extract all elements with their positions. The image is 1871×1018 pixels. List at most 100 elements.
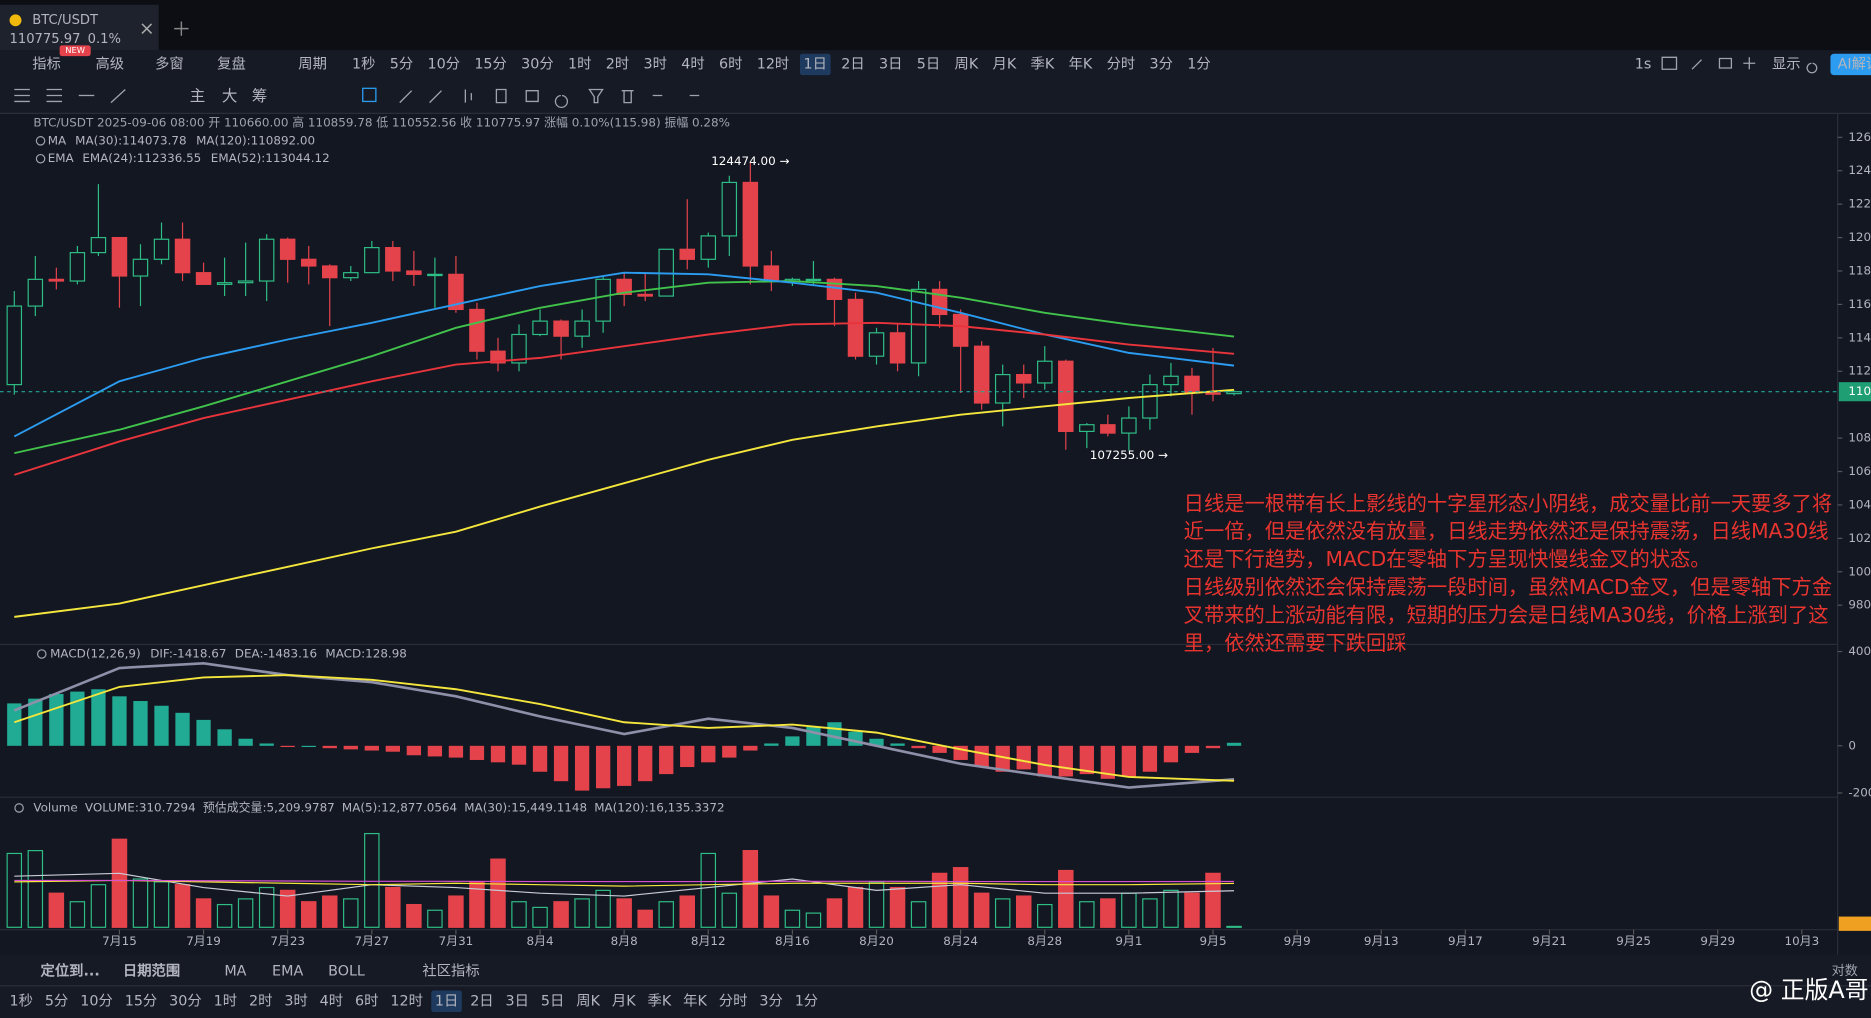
- tab-price: 110775.97: [10, 32, 81, 47]
- period-button[interactable]: 15分: [474, 55, 507, 72]
- period-button[interactable]: 1日: [435, 993, 458, 1009]
- period-button[interactable]: 2日: [470, 993, 493, 1009]
- macd-bar: [427, 745, 443, 757]
- macd-bar: [301, 745, 316, 748]
- menu-item[interactable]: 复盘: [217, 54, 246, 72]
- period-button[interactable]: 周K: [576, 993, 600, 1009]
- macd-bar: [659, 745, 674, 775]
- legend-entry: EMA(52):113044.12: [211, 151, 330, 165]
- macd-bar: [91, 689, 106, 746]
- bottom-tool[interactable]: BOLL: [328, 963, 365, 979]
- period-button[interactable]: 月K: [993, 56, 1017, 72]
- period-button[interactable]: 30分: [169, 992, 202, 1009]
- period-button[interactable]: 1时: [568, 55, 591, 72]
- candle-body: [343, 272, 359, 279]
- period-button[interactable]: 3时: [284, 992, 307, 1009]
- bottom-tool[interactable]: 定位到...: [41, 961, 100, 979]
- y-tick-label: 112000: [1848, 364, 1871, 378]
- period-button[interactable]: 分时: [1107, 55, 1136, 72]
- period-button[interactable]: 分时: [719, 992, 748, 1009]
- period-button[interactable]: 3分: [1150, 55, 1173, 72]
- scale-mode[interactable]: 对数: [1832, 963, 1858, 979]
- period-button[interactable]: 5分: [45, 992, 68, 1009]
- period-button[interactable]: 4时: [681, 55, 704, 72]
- period-button[interactable]: 1秒: [10, 992, 33, 1009]
- icon[interactable]: [46, 88, 63, 103]
- period-button[interactable]: 12时: [390, 992, 423, 1009]
- period-button[interactable]: 6时: [355, 992, 378, 1009]
- icon[interactable]: [399, 88, 700, 109]
- period-button[interactable]: 1分: [1187, 55, 1210, 72]
- candle-body: [973, 345, 990, 404]
- macd-bar: [785, 736, 800, 746]
- period-button[interactable]: 1日: [804, 56, 827, 72]
- volume-bar: [616, 898, 632, 928]
- candle-body: [6, 305, 23, 386]
- x-tick-label: 8月24: [943, 934, 978, 948]
- candle-body: [847, 298, 864, 357]
- x-tick-label: 7月15: [102, 934, 137, 948]
- icon[interactable]: [1661, 56, 1818, 74]
- period-button[interactable]: 3分: [759, 992, 782, 1009]
- menu-item[interactable]: 高级: [95, 55, 124, 72]
- macd-bar: [806, 726, 821, 746]
- period-button[interactable]: 年K: [683, 992, 707, 1009]
- icon[interactable]: [14, 88, 30, 103]
- period-button[interactable]: 5日: [917, 56, 940, 72]
- candle-body: [469, 308, 485, 352]
- period-button[interactable]: 3日: [506, 993, 529, 1009]
- macd-tick-label: 0: [1848, 738, 1856, 752]
- volume-bar: [1142, 898, 1158, 928]
- draw-tool[interactable]: 筹: [252, 87, 268, 105]
- icon[interactable]: [362, 87, 377, 103]
- period-button[interactable]: 6时: [719, 55, 742, 72]
- period-button[interactable]: 1分: [795, 992, 818, 1009]
- menu-item[interactable]: 多窗: [155, 54, 184, 72]
- period-button[interactable]: 10分: [80, 992, 113, 1009]
- period-button[interactable]: 1时: [214, 992, 237, 1009]
- candle-body: [153, 238, 170, 260]
- candle-body: [174, 238, 191, 274]
- right-tool[interactable]: 显示: [1772, 56, 1801, 72]
- period-button[interactable]: 5日: [541, 993, 564, 1009]
- ai-button[interactable]: [1830, 53, 1871, 76]
- period-button[interactable]: 周K: [955, 56, 979, 72]
- tab[interactable]: [0, 4, 159, 51]
- draw-tool[interactable]: 主: [190, 87, 206, 105]
- period-button[interactable]: 季K: [1031, 55, 1055, 72]
- chart: [6, 162, 1242, 928]
- close-icon[interactable]: [141, 23, 153, 34]
- period-button[interactable]: 2日: [841, 56, 864, 72]
- period-button[interactable]: 2时: [606, 55, 629, 72]
- bottom-tool[interactable]: 日期范围: [123, 962, 180, 979]
- right-tool[interactable]: AI解读: [1838, 55, 1871, 72]
- period-button[interactable]: 季K: [648, 992, 672, 1009]
- period-button[interactable]: 5分: [390, 55, 413, 72]
- period-button[interactable]: 3时: [644, 55, 667, 72]
- period-button[interactable]: 30分: [521, 55, 554, 72]
- volume-legend: MA(30):15,449.1148: [464, 800, 587, 814]
- period-button[interactable]: 3日: [879, 56, 902, 72]
- macd-bar: [890, 743, 905, 746]
- period-button[interactable]: 10分: [427, 55, 460, 72]
- period-button[interactable]: 12时: [757, 55, 790, 72]
- menu-item[interactable]: 周期: [298, 55, 327, 72]
- menu-item[interactable]: 指标: [32, 55, 61, 72]
- icon[interactable]: [110, 89, 126, 104]
- bottom-tool[interactable]: EMA: [272, 963, 303, 979]
- x-tick-label: 9月21: [1532, 934, 1567, 948]
- macd-bar: [70, 691, 85, 746]
- period-button[interactable]: 2时: [249, 992, 272, 1009]
- bottom-tool[interactable]: MA: [224, 963, 246, 979]
- period-button[interactable]: 月K: [612, 993, 636, 1009]
- bottom-tool[interactable]: 社区指标: [422, 962, 479, 979]
- period-button[interactable]: 1秒: [352, 55, 375, 72]
- period-button[interactable]: 年K: [1069, 55, 1093, 72]
- period-button[interactable]: 4时: [320, 992, 343, 1009]
- add-tab[interactable]: [174, 21, 189, 36]
- macd-bar: [574, 745, 590, 791]
- draw-tool[interactable]: 大: [222, 87, 238, 105]
- volume-bar: [511, 901, 527, 928]
- right-tool[interactable]: 1s: [1635, 56, 1652, 72]
- period-button[interactable]: 15分: [125, 992, 158, 1009]
